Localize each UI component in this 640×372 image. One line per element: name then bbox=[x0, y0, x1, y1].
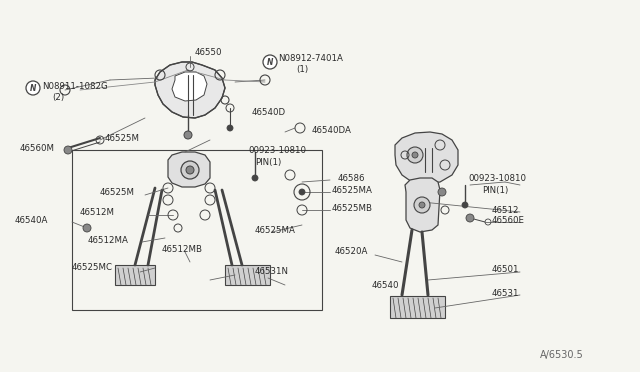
Text: N08911-1082G: N08911-1082G bbox=[42, 81, 108, 90]
Text: 46540DA: 46540DA bbox=[312, 125, 352, 135]
Circle shape bbox=[466, 214, 474, 222]
Bar bbox=[115, 265, 155, 285]
Polygon shape bbox=[172, 72, 207, 101]
Polygon shape bbox=[405, 178, 440, 232]
Circle shape bbox=[414, 197, 430, 213]
Circle shape bbox=[227, 125, 233, 131]
Circle shape bbox=[263, 55, 277, 69]
Text: N: N bbox=[267, 58, 273, 67]
Circle shape bbox=[412, 152, 418, 158]
Circle shape bbox=[181, 161, 199, 179]
Text: N08912-7401A: N08912-7401A bbox=[278, 54, 343, 62]
Text: 46540: 46540 bbox=[372, 280, 399, 289]
Circle shape bbox=[299, 189, 305, 195]
Circle shape bbox=[438, 188, 446, 196]
Bar bbox=[225, 265, 270, 285]
Circle shape bbox=[26, 81, 40, 95]
Text: 46525MA: 46525MA bbox=[255, 225, 296, 234]
Text: 46525MC: 46525MC bbox=[72, 263, 113, 273]
Text: 46586: 46586 bbox=[338, 173, 365, 183]
Circle shape bbox=[462, 202, 468, 208]
Text: 00923-10810: 00923-10810 bbox=[468, 173, 526, 183]
Text: N: N bbox=[30, 83, 36, 93]
Text: 46550: 46550 bbox=[195, 48, 223, 57]
Text: 46512: 46512 bbox=[492, 205, 520, 215]
Text: 46560E: 46560E bbox=[492, 215, 525, 224]
Text: 46501: 46501 bbox=[492, 266, 520, 275]
Circle shape bbox=[419, 202, 425, 208]
Text: 46531: 46531 bbox=[492, 289, 520, 298]
Circle shape bbox=[252, 175, 258, 181]
Text: 46520A: 46520A bbox=[335, 247, 369, 257]
Circle shape bbox=[83, 224, 91, 232]
Text: 46540A: 46540A bbox=[15, 215, 49, 224]
Bar bbox=[390, 296, 445, 318]
Text: 46531N: 46531N bbox=[255, 267, 289, 276]
Text: PIN(1): PIN(1) bbox=[482, 186, 508, 195]
Circle shape bbox=[186, 166, 194, 174]
Text: 46525MA: 46525MA bbox=[332, 186, 373, 195]
Text: A/6530.5: A/6530.5 bbox=[540, 350, 584, 360]
Bar bbox=[72, 150, 322, 310]
Text: 46525M: 46525M bbox=[105, 134, 140, 142]
Text: (2): (2) bbox=[52, 93, 64, 102]
Text: PIN(1): PIN(1) bbox=[255, 157, 281, 167]
Polygon shape bbox=[155, 62, 225, 118]
Text: 46512MB: 46512MB bbox=[162, 246, 203, 254]
Text: 46540D: 46540D bbox=[252, 108, 286, 116]
Text: 46560M: 46560M bbox=[20, 144, 55, 153]
Text: 46525M: 46525M bbox=[100, 187, 135, 196]
Text: 46512MA: 46512MA bbox=[88, 235, 129, 244]
Text: 00923-10810: 00923-10810 bbox=[248, 145, 306, 154]
Text: 46525MB: 46525MB bbox=[332, 203, 373, 212]
Text: (1): (1) bbox=[296, 64, 308, 74]
Polygon shape bbox=[168, 152, 210, 187]
Circle shape bbox=[184, 131, 192, 139]
Circle shape bbox=[64, 146, 72, 154]
Circle shape bbox=[407, 147, 423, 163]
Polygon shape bbox=[395, 132, 458, 184]
Text: 46512M: 46512M bbox=[80, 208, 115, 217]
